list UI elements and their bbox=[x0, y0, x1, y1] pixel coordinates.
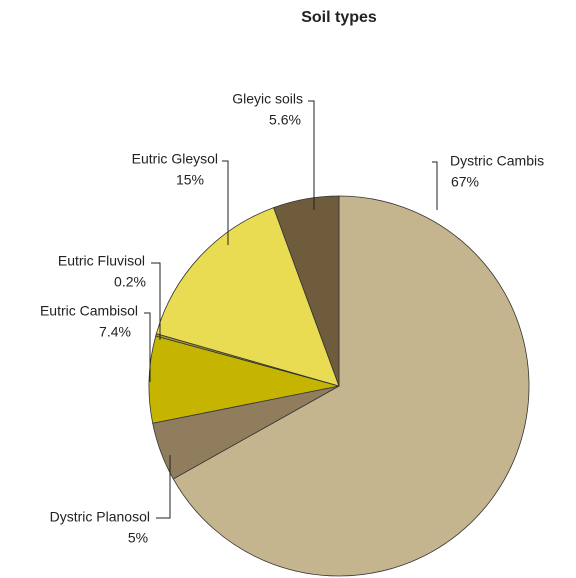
value-label: 7.4% bbox=[99, 324, 131, 340]
leader-line bbox=[432, 161, 438, 210]
pie-slice bbox=[155, 207, 340, 387]
leader-line bbox=[156, 455, 171, 519]
slice-label: Dystric Cambis bbox=[450, 153, 544, 169]
slice-label: Gleyic soils bbox=[232, 91, 303, 107]
value-label: 5% bbox=[128, 530, 148, 546]
pie-slice bbox=[172, 195, 530, 577]
pie-slice bbox=[273, 195, 340, 387]
value-label: 5.6% bbox=[269, 112, 301, 128]
slice-label: Eutric Fluvisol bbox=[58, 253, 145, 269]
leader-line bbox=[222, 160, 229, 245]
leader-line bbox=[151, 262, 161, 340]
slice-label: Eutric Cambisol bbox=[40, 303, 138, 319]
chart-title: Soil types bbox=[301, 9, 377, 26]
slice-label: Dystric Planosol bbox=[50, 509, 150, 525]
value-label: 0.2% bbox=[114, 274, 146, 290]
value-label: 67% bbox=[451, 174, 479, 190]
value-label: 15% bbox=[176, 172, 204, 188]
leader-line bbox=[144, 312, 151, 382]
leader-line bbox=[308, 100, 315, 210]
slice-label: Eutric Gleysol bbox=[132, 151, 218, 167]
